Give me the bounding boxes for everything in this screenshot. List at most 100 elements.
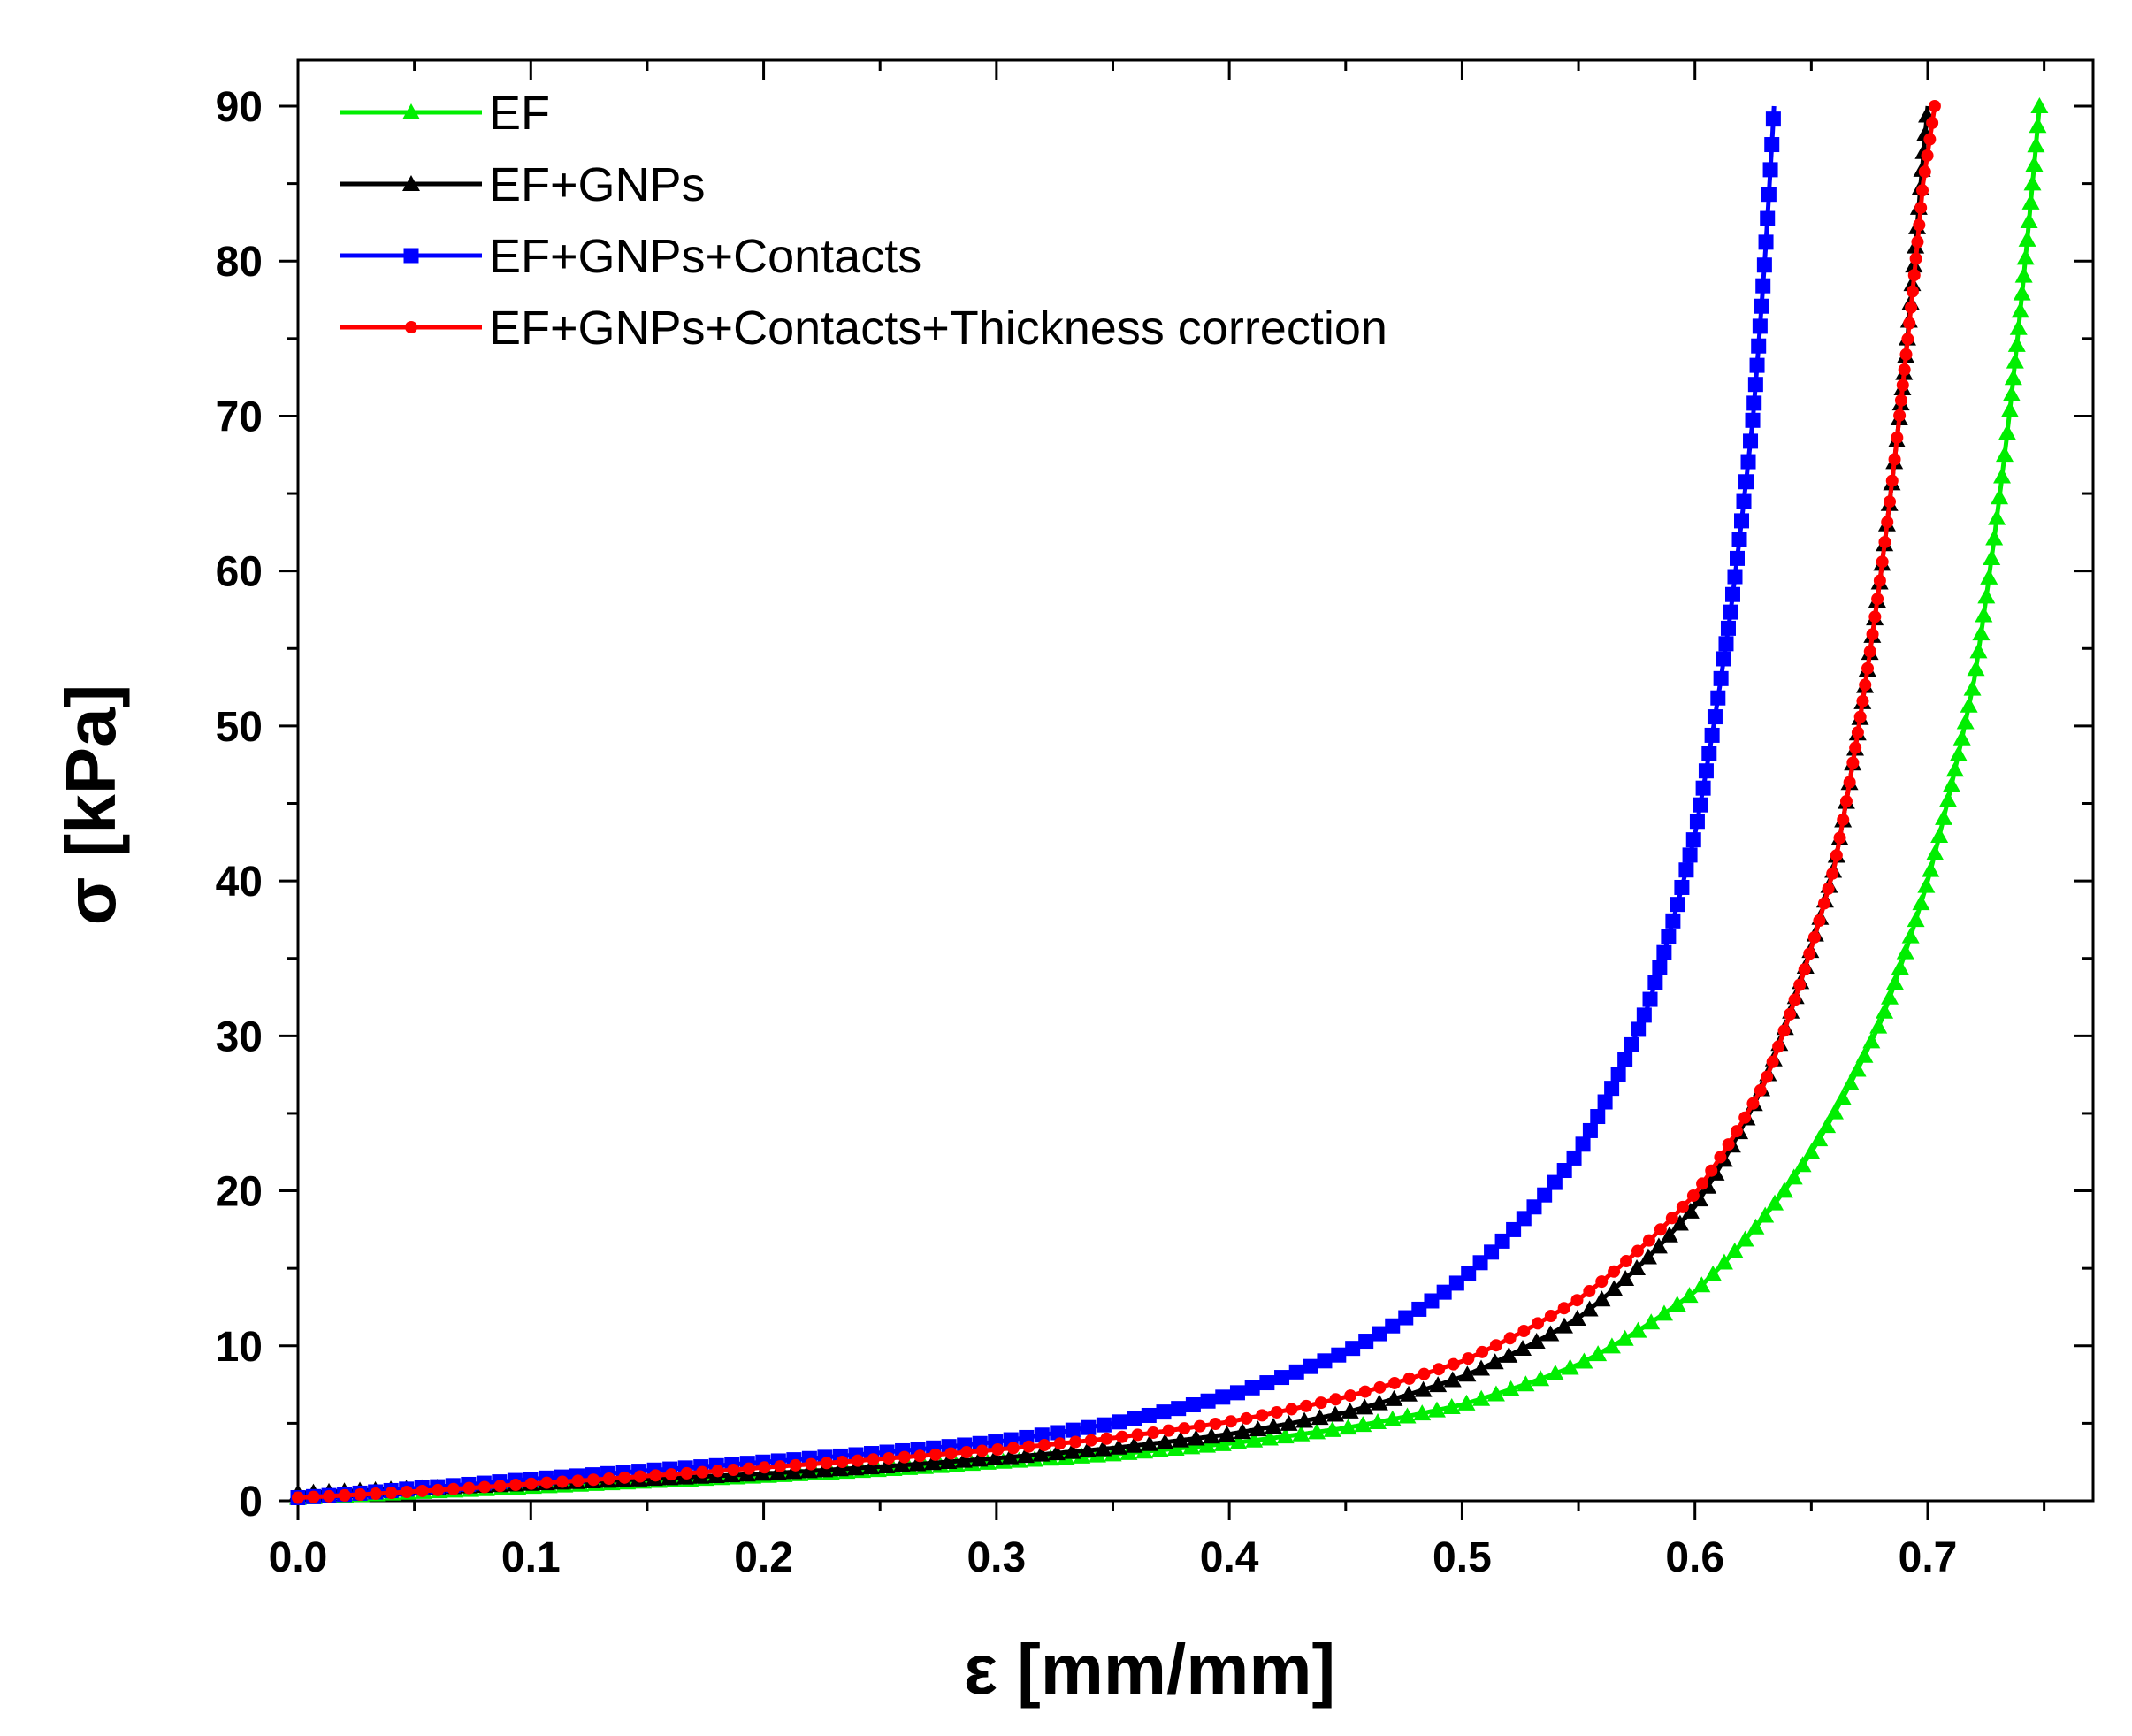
data-point [1876,1002,1894,1019]
x-tick-label: 0.1 [501,1534,561,1581]
data-point [898,1450,911,1464]
data-point [1198,1436,1217,1453]
data-point [1998,424,2016,440]
data-point [1731,532,1747,547]
data-point [2014,266,2033,283]
data-point [1532,1370,1550,1387]
data-point [2023,174,2042,191]
data-point [1720,620,1736,636]
data-point [587,1473,600,1487]
data-point [1617,1052,1633,1067]
y-tick-label: 90 [216,84,263,131]
data-point [1140,1434,1158,1451]
y-tick-label: 10 [216,1324,263,1371]
data-point [1705,1164,1718,1177]
data-point [1193,1419,1206,1433]
data-point [1526,1199,1542,1215]
data-point [939,1452,958,1469]
data-point [1561,1358,1579,1375]
data-point [1761,187,1777,203]
data-point [1883,495,1896,509]
data-point [1746,1218,1765,1235]
data-point [1656,944,1672,960]
x-tick-label: 0.6 [1665,1534,1724,1581]
data-point [1899,348,1913,361]
y-tick-label: 70 [216,394,263,440]
data-point [1038,1439,1051,1452]
data-point [1660,1226,1678,1243]
data-point [618,1471,631,1484]
data-point [1156,1433,1174,1449]
data-point [1006,1442,1020,1455]
data-point [2011,302,2029,318]
data-point [1608,1265,1621,1278]
data-point [432,1483,445,1496]
data-point [1516,1211,1532,1227]
data-point [1032,1445,1051,1462]
data-point [1798,963,1811,976]
legend-swatch-marker [402,175,420,191]
data-point [1413,1404,1432,1421]
data-point [1676,1200,1689,1213]
data-point [1775,1182,1793,1198]
data-point [1762,162,1778,178]
data-point [1383,1410,1402,1426]
data-point [1314,1396,1327,1410]
data-point [1344,1389,1357,1403]
x-tick-label: 0.3 [967,1534,1026,1581]
data-point [1370,1394,1388,1411]
data-point [1326,1405,1345,1422]
data-point [1837,813,1850,826]
data-point [1182,1438,1201,1455]
data-point [1639,1248,1657,1265]
x-tick-label: 0.5 [1433,1534,1492,1581]
data-point [1358,1385,1372,1398]
data-point [1094,1440,1112,1457]
data-point [1963,679,1982,696]
data-point [2018,230,2036,247]
data-point [1734,513,1750,529]
data-point [354,1488,367,1502]
data-point [1280,1414,1298,1431]
data-point [2013,284,2031,301]
data-point [1928,100,1941,112]
data-point [1956,713,1975,730]
data-point [2016,249,2035,265]
data-point [1891,431,1904,444]
data-point [1856,694,1869,707]
data-point [1725,1242,1744,1258]
data-point [1758,234,1774,250]
data-point [1849,741,1862,754]
data-point [1400,1385,1418,1402]
data-point [1876,555,1889,569]
data-point [1938,791,1957,807]
data-point [307,1490,320,1503]
x-tick-label: 0.7 [1899,1534,1958,1581]
data-point [1710,690,1726,706]
data-point [1546,1365,1564,1381]
data-point [1686,1189,1700,1203]
data-point [1295,1411,1314,1428]
data-point [1593,1290,1611,1307]
data-point [1738,1111,1752,1124]
data-point [1162,1424,1175,1437]
data-point [1681,1202,1700,1219]
data-point [742,1462,755,1475]
data-point [1245,1431,1264,1448]
series-layer [289,97,2049,1505]
data-point [2004,369,2022,386]
data-point [1125,1436,1143,1453]
data-point [1582,1122,1598,1138]
data-point [1203,1427,1221,1444]
data-point [1472,1359,1491,1376]
data-point [447,1482,460,1495]
data-point [1747,377,1763,393]
data-point [1859,678,1872,692]
data-point [1914,201,1928,214]
data-point [1871,593,1884,606]
data-point [2007,335,2026,352]
data-point [1730,550,1746,566]
data-point [1901,927,1920,944]
data-point [1873,574,1886,587]
data-point [954,1451,973,1468]
